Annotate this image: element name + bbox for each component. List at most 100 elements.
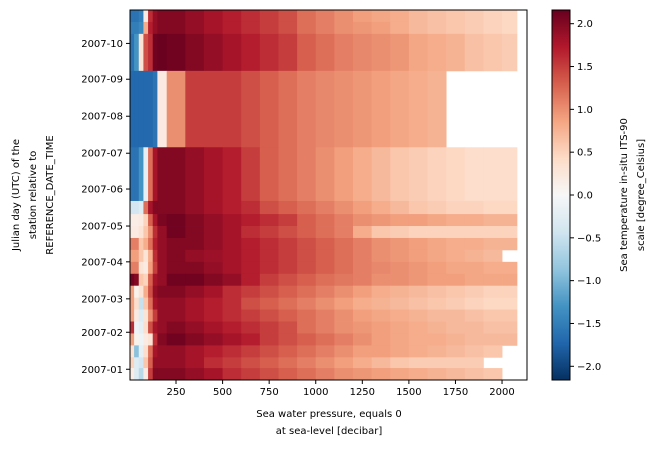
- heatmap-cell: [148, 249, 154, 263]
- heatmap-cell: [483, 147, 503, 202]
- heatmap-cell: [138, 261, 144, 275]
- heatmap-cell: [148, 237, 154, 251]
- heatmap-cell: [138, 214, 144, 227]
- heatmap-cell: [315, 21, 335, 35]
- heatmap-cell: [152, 21, 158, 35]
- heatmap-cell: [259, 70, 279, 148]
- heatmap-cell: [241, 321, 261, 334]
- heatmap-cell: [203, 226, 223, 239]
- heatmap-cell: [315, 357, 335, 369]
- heatmap-cell: [130, 261, 135, 275]
- heatmap-cell: [408, 214, 428, 227]
- heatmap-cell: [390, 285, 410, 299]
- heatmap-cell: [334, 261, 354, 275]
- heatmap-cell: [259, 345, 279, 358]
- heatmap-cell: [464, 297, 484, 310]
- heatmap-cell: [297, 309, 317, 322]
- heatmap-cell: [143, 10, 149, 23]
- heatmap-cell: [152, 200, 158, 215]
- heatmap-cell: [185, 70, 205, 148]
- heatmap-cell: [152, 285, 158, 299]
- colorbar-tick-label: −1.5: [577, 319, 601, 330]
- x-axis: 250 500 750 1000 1250 1500 1750 2000: [166, 380, 515, 398]
- heatmap-cell: [148, 321, 154, 334]
- heatmap-cell: [408, 285, 428, 299]
- heatmap-cell: [148, 33, 154, 72]
- heatmap-cell: [483, 33, 503, 72]
- heatmap-cell: [185, 345, 205, 358]
- colorbar-tick-label: −0.5: [577, 233, 601, 244]
- heatmap-cell: [408, 33, 428, 72]
- heatmap-cell: [241, 297, 261, 310]
- heatmap-cell: [134, 10, 140, 23]
- heatmap-cell: [148, 333, 154, 346]
- heatmap-cell: [130, 345, 135, 358]
- heatmap-cell: [334, 70, 354, 148]
- heatmap-cell: [278, 321, 298, 334]
- heatmap-cell: [241, 333, 261, 346]
- colorbar: [551, 9, 571, 381]
- heatmap-cell: [241, 345, 261, 358]
- heatmap-cell: [483, 285, 503, 299]
- heatmap-cell: [334, 249, 354, 263]
- heatmap-cell: [315, 321, 335, 334]
- heatmap-cell: [143, 226, 149, 239]
- heatmap-cell: [203, 309, 223, 322]
- heatmap-cell: [166, 333, 186, 346]
- heatmap-cell: [134, 70, 140, 148]
- x-tick-label: 250: [166, 387, 185, 398]
- heatmap-cell: [130, 70, 135, 148]
- heatmap-cell: [259, 273, 279, 287]
- heatmap-cell: [157, 285, 168, 299]
- heatmap-cell: [148, 214, 154, 227]
- heatmap-cell: [143, 321, 149, 334]
- heatmap-cell: [446, 321, 466, 334]
- heatmap-cell: [278, 249, 298, 263]
- heatmap-cell: [152, 147, 158, 202]
- heatmap-cell: [166, 309, 186, 322]
- heatmap-cell: [408, 333, 428, 346]
- heatmap-cell: [371, 368, 391, 381]
- heatmap-cell: [143, 214, 149, 227]
- heatmap-cell: [446, 237, 466, 251]
- heatmap-cell: [390, 333, 410, 346]
- heatmap-cell: [222, 200, 242, 215]
- heatmap-cell: [134, 321, 140, 334]
- heatmap-cell: [334, 226, 354, 239]
- heatmap-cell: [259, 261, 279, 275]
- heatmap-cell: [130, 226, 135, 239]
- heatmap-cell: [148, 70, 154, 148]
- heatmap-cell: [241, 200, 261, 215]
- colorbar-tick-label: 2.0: [577, 19, 593, 30]
- heatmap-cell: [334, 10, 354, 23]
- heatmap-cell: [334, 200, 354, 215]
- heatmap-cell: [134, 297, 140, 310]
- heatmap-cell: [138, 357, 144, 369]
- heatmap-cell: [371, 70, 391, 148]
- heatmap-cell: [371, 200, 391, 215]
- heatmap-cell: [241, 309, 261, 322]
- heatmap-cell: [134, 249, 140, 263]
- heatmap-cell: [157, 357, 168, 369]
- heatmap-cell: [138, 297, 144, 310]
- y-tick-label: 2007-03: [81, 294, 123, 305]
- heatmap-cell: [259, 285, 279, 299]
- heatmap-cell: [166, 297, 186, 310]
- heatmap-cell: [502, 33, 518, 72]
- heatmap-cell: [130, 237, 135, 251]
- heatmap-cell: [278, 297, 298, 310]
- heatmap-cell: [130, 285, 135, 299]
- heatmap-cell: [152, 33, 158, 72]
- heatmap-cell: [259, 10, 279, 23]
- heatmap-cell: [408, 249, 428, 263]
- heatmap-cell: [427, 147, 447, 202]
- heatmap-cell: [130, 309, 135, 322]
- heatmap-cell: [134, 226, 140, 239]
- heatmap-cell: [297, 297, 317, 310]
- heatmap-cell: [130, 297, 135, 310]
- y-tick-label: 2007-07: [81, 149, 123, 160]
- heatmap-cell: [297, 33, 317, 72]
- heatmap-cell: [148, 285, 154, 299]
- colorbar-tick-label: 1.0: [577, 105, 593, 116]
